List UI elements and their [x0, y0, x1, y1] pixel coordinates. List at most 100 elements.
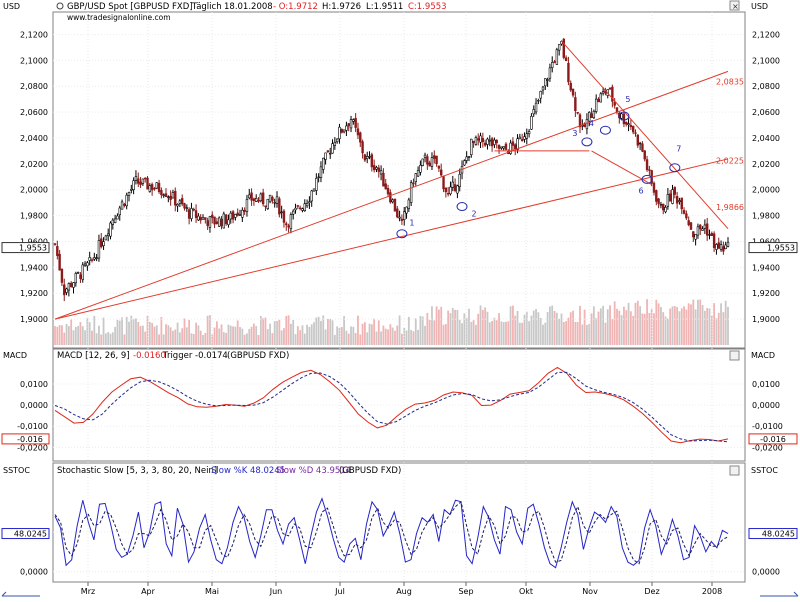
candle-body	[391, 199, 394, 203]
volume-bar	[606, 309, 609, 345]
volume-bar	[419, 315, 422, 345]
volume-bar	[54, 326, 56, 345]
volume-bar	[139, 326, 142, 345]
candle-body	[169, 195, 172, 200]
trendline	[561, 40, 729, 230]
volume-bar	[289, 323, 292, 345]
level-label: 2,0225	[716, 157, 744, 166]
volume-bar	[370, 324, 373, 345]
candle-body	[143, 177, 147, 180]
candle-body	[90, 259, 94, 261]
candle-body	[162, 194, 165, 196]
candle-body	[185, 207, 189, 209]
candle-body	[146, 177, 149, 190]
candle-body	[685, 213, 688, 219]
price-tick-left: 1,9800	[20, 212, 48, 221]
month-label: Sep	[458, 587, 473, 596]
volume-bar	[507, 321, 510, 345]
volume-bar	[160, 316, 163, 345]
macd-tick-right: 0,0100	[752, 380, 780, 389]
stoch-close-button[interactable]	[729, 465, 740, 476]
candle-body	[139, 181, 142, 185]
candle-body	[148, 185, 152, 192]
candle-body	[511, 141, 515, 146]
candle-body	[592, 110, 596, 119]
volume-bar	[303, 333, 306, 345]
candle-body	[544, 78, 547, 87]
volume-bar	[401, 333, 403, 345]
candle-body	[421, 158, 424, 166]
volume-bar	[579, 305, 581, 345]
candle-body	[197, 215, 200, 221]
volume-bar	[569, 312, 572, 345]
candle-body	[537, 99, 540, 102]
settings-icon[interactable]	[56, 2, 64, 10]
macd-close-button[interactable]	[729, 350, 740, 361]
volume-bar	[528, 321, 531, 345]
volume-bar	[137, 321, 140, 345]
candle-body	[250, 192, 253, 201]
candle-body	[620, 113, 623, 119]
candle-body	[331, 143, 334, 154]
candle-body	[451, 181, 454, 188]
candle-body	[490, 138, 494, 147]
candle-body	[317, 176, 320, 179]
candle-body	[368, 156, 371, 158]
candle-body	[400, 218, 404, 221]
candle-body	[516, 138, 519, 150]
candle-body	[102, 241, 105, 247]
volume-bar	[692, 299, 695, 345]
candle-body	[118, 207, 121, 216]
macd-axis-label-right: MACD	[751, 351, 775, 360]
level-label: 2,0835	[716, 78, 744, 87]
candle-body	[615, 107, 619, 113]
candle-body	[638, 142, 642, 145]
stoch-lines	[54, 497, 729, 569]
candle-body	[687, 220, 690, 226]
volume-bar	[331, 320, 334, 345]
volume-bar	[357, 315, 359, 345]
volume-bar	[70, 319, 73, 345]
candle-body	[715, 244, 718, 250]
volume-bar	[627, 302, 630, 345]
candle-body	[180, 198, 184, 205]
volume-bar	[382, 325, 385, 345]
candle-body	[585, 119, 589, 130]
close-button[interactable]	[729, 0, 740, 11]
volume-bar	[107, 332, 110, 345]
volume-bar	[553, 311, 556, 345]
scroll-right-icon[interactable]	[760, 591, 799, 597]
candle-body	[437, 165, 441, 169]
scroll-left-icon[interactable]	[1, 591, 40, 597]
stoch-symbol: (GBPUSD FXD)	[339, 466, 401, 476]
candle-body	[502, 146, 505, 149]
stoch-k: Slow %K 48.0245	[211, 466, 285, 476]
volume-bar	[361, 323, 364, 345]
candle-body	[340, 128, 343, 133]
volume-bar	[123, 334, 126, 345]
candle-body	[497, 145, 501, 149]
volume-bar	[565, 321, 568, 345]
candle-body	[335, 138, 339, 143]
macd-last-left: -0.016	[17, 435, 43, 444]
candle-body	[208, 216, 212, 228]
volume-bar	[313, 322, 315, 345]
candle-body	[456, 185, 459, 194]
candle-body	[141, 178, 145, 184]
volume-bar	[250, 326, 253, 345]
volume-bar	[669, 308, 672, 345]
candle-body	[527, 131, 531, 135]
volume-bar	[701, 305, 704, 345]
pivot-marker	[599, 125, 611, 135]
price-tick-left: 2,0400	[20, 134, 48, 143]
pivot-marker	[669, 163, 681, 173]
candle-body	[493, 139, 496, 145]
volume-bar	[185, 327, 188, 345]
volume-bar	[148, 321, 151, 345]
volume-bar	[72, 330, 75, 345]
volume-bar	[391, 327, 394, 345]
candle-body	[93, 257, 96, 260]
candle-body	[668, 193, 672, 202]
candle-body	[130, 188, 133, 191]
